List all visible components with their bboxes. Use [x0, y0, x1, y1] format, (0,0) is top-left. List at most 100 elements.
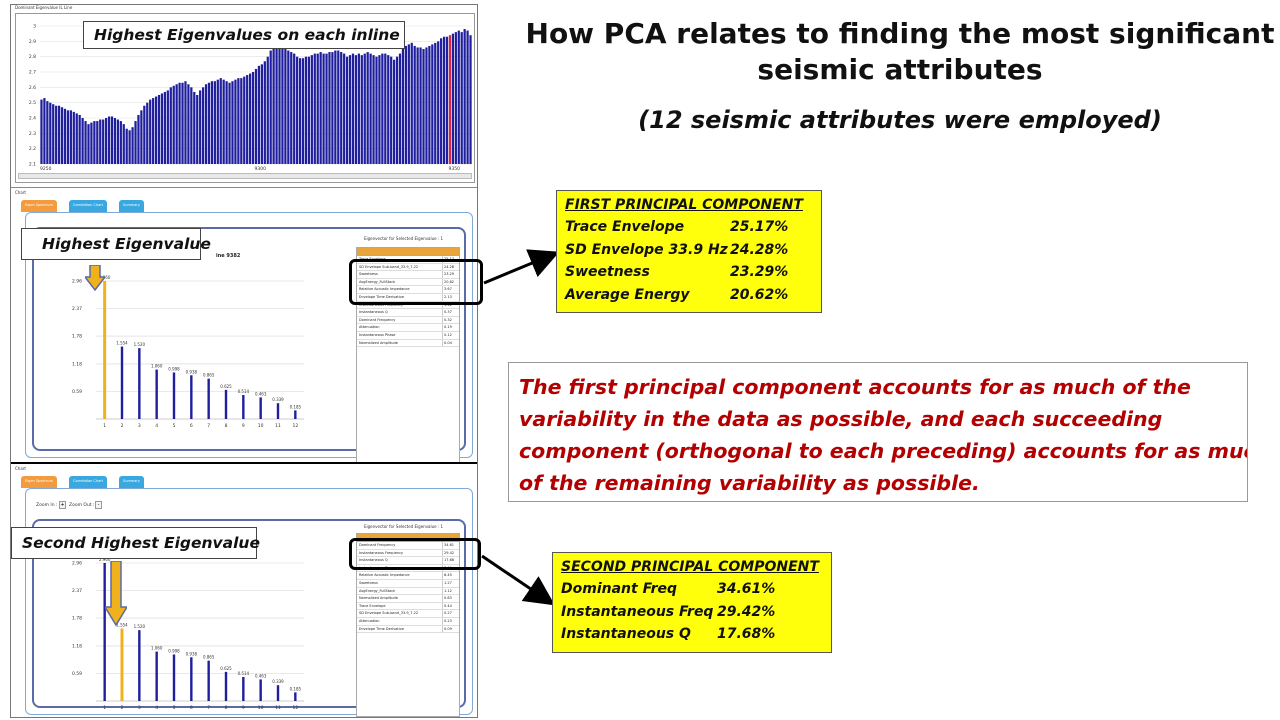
- bar: [334, 50, 337, 164]
- bar: [259, 397, 262, 419]
- bar: [137, 114, 140, 164]
- bar: [128, 130, 131, 164]
- pc-percentage: 17.68%: [717, 626, 776, 643]
- bar: [196, 95, 199, 164]
- bar: [242, 395, 245, 419]
- y-tick-label: 2.96: [72, 561, 82, 567]
- attribute-name: Dominant Frequency: [357, 316, 443, 324]
- bar: [290, 52, 293, 164]
- bar: [448, 35, 452, 165]
- bar: [154, 96, 158, 164]
- first-pc-box: FIRST PRINCIPAL COMPONENT Trace Envelope…: [556, 190, 822, 313]
- attribute-value: 0.44: [444, 603, 452, 608]
- x-tick-label: 11: [275, 705, 281, 711]
- bar: [298, 58, 302, 165]
- tab-eigen-spectrum[interactable]: Eigen Spectrum: [21, 476, 57, 488]
- bar: [207, 378, 210, 419]
- bar: [219, 78, 222, 164]
- table-row: Dominant Frequency 0.32: [357, 316, 459, 325]
- bar: [228, 82, 231, 164]
- data-label: 0.625: [220, 666, 232, 671]
- attribute-name: Instantaneous Q: [357, 309, 443, 316]
- pc-attribute: Instantaneous Freq: [561, 603, 714, 620]
- attribute-value: 34.61: [444, 543, 455, 547]
- tab-eigen-spectrum[interactable]: Eigen Spectrum: [21, 200, 57, 212]
- x-tick-label: 6: [190, 705, 193, 711]
- bar: [287, 50, 290, 164]
- bar: [378, 55, 381, 165]
- x-tick-label: 9250: [40, 166, 52, 172]
- slide-subtitle: (12 seismic attributes were employed): [638, 106, 1162, 134]
- x-tick-label: 3: [138, 705, 141, 711]
- second-pc-highlight: [349, 538, 481, 570]
- zoom-out-label: Zoom Out :: [69, 503, 95, 508]
- tab-correlation-chart[interactable]: Correlation Chart: [69, 476, 108, 488]
- attribute-name: AvgEnergy_FullStack: [357, 587, 443, 595]
- bar: [398, 53, 402, 164]
- bar: [102, 119, 105, 164]
- arrow-down-icon: [105, 561, 127, 627]
- bar: [181, 82, 184, 164]
- pc-attribute: Sweetness: [565, 264, 650, 281]
- bar: [190, 375, 193, 419]
- zoom-in-button[interactable]: +: [59, 501, 66, 509]
- tab-summary[interactable]: Summary: [119, 200, 144, 212]
- bar: [163, 91, 167, 164]
- bar: [184, 81, 187, 164]
- bar: [116, 119, 119, 164]
- bar: [175, 84, 178, 164]
- bar: [169, 87, 172, 164]
- pc-attribute: Instantaneous Q: [561, 626, 691, 643]
- y-tick-label: 0.59: [72, 671, 82, 677]
- bar: [55, 105, 58, 164]
- bar: [343, 53, 346, 164]
- horizontal-scrollbar[interactable]: [18, 173, 472, 179]
- bar: [190, 87, 193, 164]
- x-tick-label: 8: [225, 423, 228, 429]
- attribute-value: 0.32: [444, 317, 452, 322]
- bar: [463, 29, 466, 164]
- y-tick-label: 2.2: [29, 146, 36, 152]
- bar: [469, 35, 472, 165]
- bar: [120, 628, 124, 701]
- first-pc-highlight: [349, 259, 483, 305]
- first-pc-title: FIRST PRINCIPAL COMPONENT: [565, 197, 803, 213]
- bar: [107, 116, 111, 164]
- bar: [84, 121, 87, 164]
- chart-label: Chart: [15, 190, 26, 195]
- data-label: 1.520: [134, 342, 146, 347]
- bar: [224, 389, 228, 419]
- attribute-value: 0.09: [444, 626, 452, 631]
- zoom-out-button[interactable]: -: [95, 501, 102, 509]
- pc-percentage: 23.29%: [730, 264, 789, 281]
- bar: [81, 118, 84, 164]
- chart-panel-2: Chart Eigen Spectrum Correlation Chart S…: [11, 462, 477, 717]
- bar: [125, 128, 128, 164]
- second-pc-title: SECOND PRINCIPAL COMPONENT: [561, 559, 819, 575]
- x-tick-label: 8: [225, 705, 228, 711]
- bar: [138, 348, 141, 419]
- bar: [190, 657, 193, 701]
- data-label: 0.998: [168, 366, 180, 371]
- table-row: Dominant Frequency 34.61: [357, 542, 459, 550]
- bar: [451, 33, 455, 165]
- bar: [172, 85, 175, 164]
- bar: [366, 52, 369, 164]
- tab-summary[interactable]: Summary: [119, 476, 144, 488]
- bar: [243, 76, 246, 164]
- bar: [310, 55, 313, 165]
- x-tick-label: 5: [173, 423, 176, 429]
- slide-title: How PCA relates to finding the most sign…: [520, 16, 1280, 88]
- explanation-box: The first principal component accounts f…: [508, 362, 1248, 502]
- pc-attribute: Dominant Freq: [561, 581, 678, 598]
- table-row: Instantaneous Q 17.68: [357, 557, 459, 565]
- bar: [240, 78, 243, 164]
- x-tick-label: 9350: [448, 166, 460, 172]
- attribute-name: Instantaneous Q: [357, 557, 443, 564]
- bar: [249, 73, 252, 164]
- bar: [395, 56, 399, 164]
- arrow-right-icon: [481, 554, 555, 606]
- attribute-value: 6.45: [444, 573, 452, 578]
- bar: [140, 110, 143, 164]
- tab-correlation-chart[interactable]: Correlation Chart: [69, 200, 108, 212]
